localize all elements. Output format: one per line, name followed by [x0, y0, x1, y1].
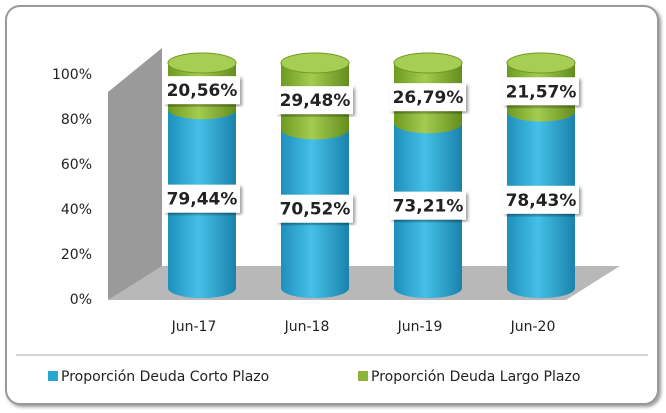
value-label: 78,43% — [506, 191, 577, 211]
segment-edge — [394, 278, 462, 298]
legend-label: Proporción Deuda Corto Plazo — [61, 369, 269, 385]
value-label-box — [390, 83, 466, 112]
legend-swatch — [48, 371, 58, 381]
value-label-box — [503, 77, 579, 106]
cylinder-top — [506, 52, 576, 74]
segment-edge — [281, 278, 349, 298]
value-label: 26,79% — [393, 88, 464, 108]
segment-edge — [168, 278, 236, 298]
value-label: 21,57% — [506, 82, 577, 102]
y-tick-label: 40% — [61, 202, 92, 218]
value-label: 20,56% — [167, 81, 238, 101]
segment-edge — [281, 119, 349, 140]
x-tick-label: Jun-18 — [284, 319, 330, 335]
value-label: 79,44% — [167, 190, 238, 210]
y-tick-label: 20% — [61, 247, 92, 263]
cylinder-top — [167, 52, 237, 74]
value-label-box — [503, 185, 579, 214]
segment-edge — [394, 113, 462, 134]
side-wall — [108, 48, 162, 300]
x-tick-label: Jun-20 — [510, 319, 556, 335]
y-tick-label: 80% — [61, 112, 92, 128]
cylinder-top — [280, 52, 350, 74]
value-label-box — [277, 194, 353, 223]
value-label-box — [390, 191, 466, 220]
legend-swatch — [358, 371, 368, 381]
cylinder-top — [393, 52, 463, 74]
segment-edge — [507, 101, 575, 122]
y-tick-label: 60% — [61, 157, 92, 173]
y-tick-label: 0% — [70, 292, 92, 308]
value-label-box — [164, 76, 240, 105]
value-label-box — [164, 184, 240, 213]
value-label: 29,48% — [280, 91, 351, 111]
value-label-box — [277, 86, 353, 115]
value-label: 73,21% — [393, 197, 464, 217]
value-label: 70,52% — [280, 200, 351, 220]
segment-edge — [507, 278, 575, 298]
legend-label: Proporción Deuda Largo Plazo — [371, 369, 580, 385]
x-tick-label: Jun-19 — [397, 319, 443, 335]
segment-edge — [168, 99, 236, 120]
legend: Proporción Deuda Corto Plazo Proporción D… — [48, 369, 580, 385]
x-tick-label: Jun-17 — [171, 319, 217, 335]
y-tick-label: 100% — [52, 67, 92, 83]
